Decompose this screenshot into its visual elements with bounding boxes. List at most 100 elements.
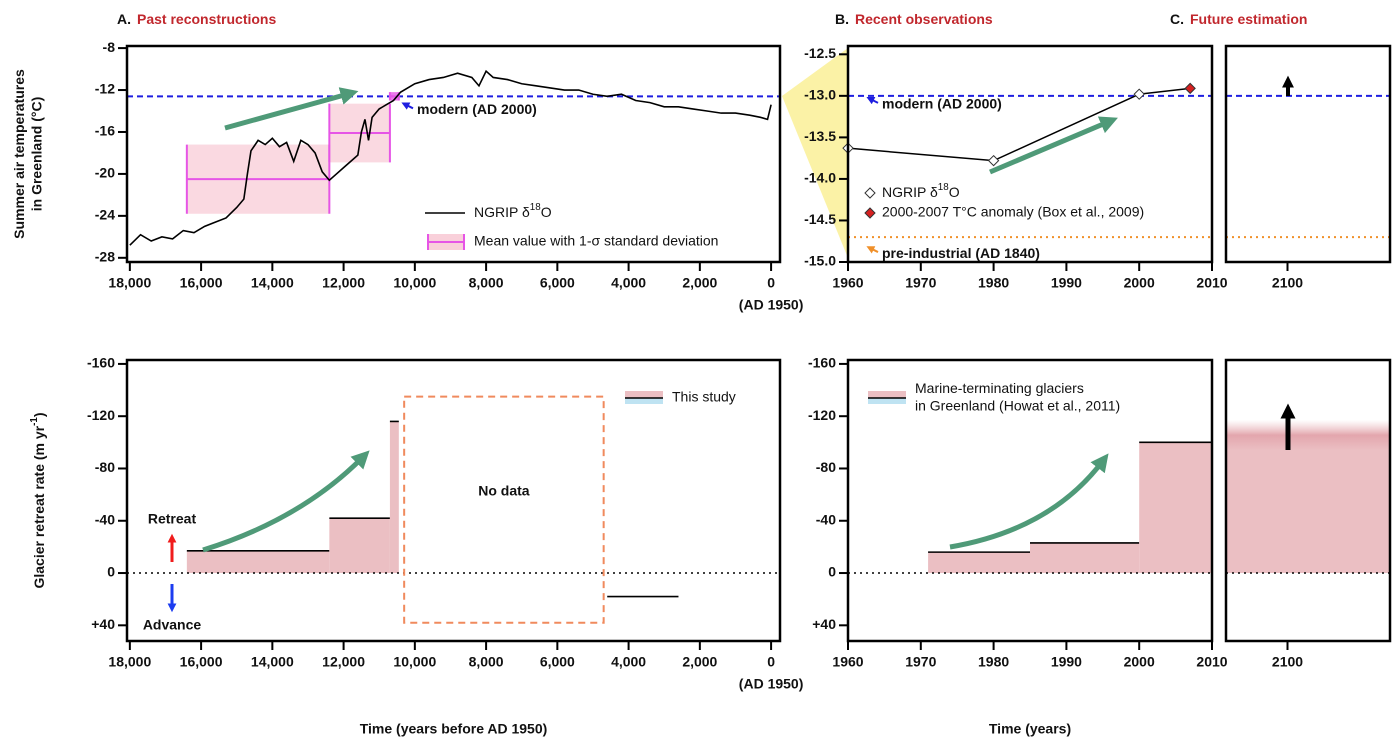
x-tick-label: 4,000 <box>611 654 646 670</box>
x-tick-label: 1990 <box>1051 275 1082 291</box>
x-tick-label: 2010 <box>1196 654 1227 670</box>
y-tick-label: -160 <box>808 355 836 371</box>
bar <box>1030 542 1140 574</box>
reference-label: modern (AD 2000) <box>882 96 1002 112</box>
bar <box>186 550 330 574</box>
bar-area <box>1139 442 1212 574</box>
series-line <box>129 69 772 246</box>
legend-label: NGRIP δ18O <box>474 202 552 220</box>
y-axis-label-line: Summer air temperatures <box>11 69 27 239</box>
y-tick-label: -8 <box>103 39 116 55</box>
y-tick-label: -120 <box>87 407 115 423</box>
trend-arrow <box>989 116 1118 175</box>
x-tick-label: 2,000 <box>682 275 717 291</box>
legend-label-line: in Greenland (Howat et al., 2011) <box>915 397 1120 413</box>
y-tick-label: -13.0 <box>804 87 836 103</box>
plot-frame <box>846 44 1214 264</box>
legend-swatch <box>625 398 663 404</box>
x-tick-label: 2100 <box>1272 275 1303 291</box>
range-box <box>328 103 391 163</box>
x-tick-label: 1960 <box>832 275 863 291</box>
annotation: Advance <box>143 617 202 633</box>
y-tick-label: 0 <box>107 564 115 580</box>
reference-label: modern (AD 2000) <box>417 101 537 117</box>
y-tick-label: -14.5 <box>804 211 836 227</box>
legend-label-part: 18 <box>938 182 949 193</box>
y-tick-label: -12.5 <box>804 45 836 61</box>
panel-letter: C. <box>1170 11 1184 27</box>
legend-label-part: O <box>541 204 552 220</box>
legend-swatch <box>625 391 663 398</box>
bar-area <box>1030 542 1140 574</box>
legend-swatch <box>868 391 906 398</box>
legend-label-part: NGRIP δ <box>882 184 938 200</box>
legend-label-line: Marine-terminating glaciers <box>915 380 1084 396</box>
y-tick-label: -120 <box>808 407 836 423</box>
x-tick-label: 18,000 <box>108 654 151 670</box>
x-tick-label: 18,000 <box>108 275 151 291</box>
x-tick-label: 1990 <box>1051 654 1082 670</box>
y-tick-label: +40 <box>812 616 836 632</box>
bar <box>1226 419 1390 574</box>
x-tick-label: 10,000 <box>393 275 436 291</box>
reference-pointer <box>866 97 879 105</box>
x-tick-label: 8,000 <box>469 275 504 291</box>
y-tick-label: -24 <box>95 207 115 223</box>
y-axis-label-part: -1 <box>29 417 40 426</box>
y-tick-label: -16 <box>95 123 115 139</box>
x-tick-label: 16,000 <box>180 275 223 291</box>
x-tick-label: 2000 <box>1124 654 1155 670</box>
y-axis-label-line: in Greenland (°C) <box>28 97 44 212</box>
reference-pointer <box>401 102 414 110</box>
series-connector <box>1139 87 1191 95</box>
panel-name: Recent observations <box>855 11 993 27</box>
panel-title: B. Recent observations <box>835 11 993 27</box>
zoom-wedge <box>782 48 848 258</box>
y-tick-label: -80 <box>816 459 836 475</box>
panel-letter: B. <box>835 11 849 27</box>
x-tick-label: 10,000 <box>393 654 436 670</box>
x-tick-label: 6,000 <box>540 275 575 291</box>
data-point <box>987 154 1000 167</box>
trend-arrow <box>202 450 370 553</box>
y-tick-label: -12 <box>95 81 115 97</box>
bar-area <box>1226 419 1390 574</box>
y-tick-label: -80 <box>95 459 115 475</box>
legend-swatch <box>868 398 906 404</box>
x-tick-label: 2000 <box>1124 275 1155 291</box>
y-axis-label: Glacier retreat rate (m yr-1) <box>29 412 47 588</box>
x-tick-label: 2010 <box>1196 275 1227 291</box>
y-tick-label: -28 <box>95 249 115 265</box>
x-tick-label: 4,000 <box>611 275 646 291</box>
bar <box>329 517 390 574</box>
y-tick-label: -40 <box>816 511 836 527</box>
bar <box>928 551 1030 574</box>
panel-name: Past reconstructions <box>137 11 276 27</box>
x-tick-label: 16,000 <box>180 654 223 670</box>
y-axis-label-part: Glacier retreat rate (m yr <box>31 425 47 588</box>
legend-marker <box>864 207 876 219</box>
y-axis-label-part: ) <box>31 412 47 417</box>
bar-area <box>389 421 399 574</box>
x-tick-label: 14,000 <box>251 275 294 291</box>
bar <box>389 420 399 574</box>
bar-area <box>186 550 330 574</box>
x-tick-label: 1970 <box>905 275 936 291</box>
x-tick-label: 6,000 <box>540 654 575 670</box>
no-data-box <box>403 395 605 624</box>
bar <box>1139 441 1212 574</box>
reference-pointer <box>866 246 879 254</box>
legend-marker <box>864 187 876 199</box>
y-tick-label: +40 <box>91 616 115 632</box>
plots: A. Past reconstructions Summer air tempera… <box>11 11 1392 737</box>
y-tick-label: -40 <box>95 511 115 527</box>
y-tick-label: -160 <box>87 355 115 371</box>
x-axis-note: (AD 1950) <box>739 676 804 692</box>
x-tick-label: 14,000 <box>251 654 294 670</box>
data-point <box>1133 88 1145 100</box>
x-tick-label: 8,000 <box>469 654 504 670</box>
panel-title: A. Past reconstructions <box>117 11 276 27</box>
range-box <box>185 144 331 214</box>
x-tick-label: 1960 <box>832 654 863 670</box>
